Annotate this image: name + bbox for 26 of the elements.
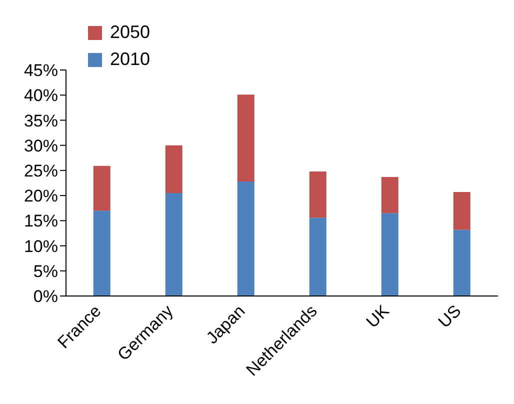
y-tick-label: 5%: [33, 262, 58, 281]
bar: [453, 192, 470, 230]
bar: [165, 193, 182, 296]
bar: [93, 210, 110, 296]
legend-label: 2050: [110, 22, 150, 43]
bar: [309, 171, 326, 218]
y-tick-label: 45%: [24, 61, 58, 80]
legend-label: 2010: [110, 49, 150, 70]
y-tick-label: 10%: [24, 236, 58, 256]
bar: [237, 94, 254, 182]
y-tick-label: 20%: [24, 186, 58, 206]
y-tick-label: 0%: [33, 287, 58, 306]
y-tick-label: 35%: [24, 111, 58, 130]
bar: [93, 166, 110, 211]
bar: [309, 218, 326, 296]
bar: [165, 145, 182, 194]
y-tick-label: 30%: [24, 136, 58, 156]
y-tick-label: 25%: [24, 161, 58, 180]
y-tick-label: 40%: [24, 86, 58, 106]
x-tick-label: US: [434, 301, 465, 332]
y-tick-label: 15%: [24, 212, 58, 231]
bar: [381, 213, 398, 296]
bar: [381, 176, 398, 214]
bar: [453, 230, 470, 296]
bar: [237, 181, 254, 296]
x-tick-label: UK: [362, 300, 394, 332]
